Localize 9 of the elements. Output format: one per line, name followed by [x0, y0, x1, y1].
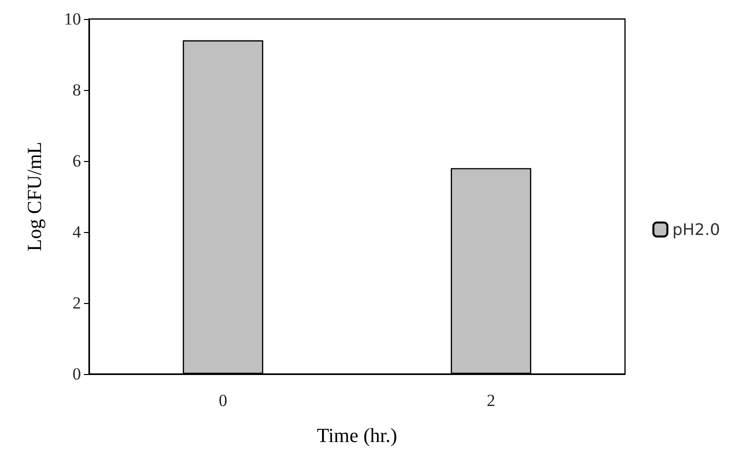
- y-tick-label: 8: [72, 80, 81, 100]
- y-tick-label: 4: [72, 222, 82, 242]
- y-tick-label: 6: [72, 152, 81, 170]
- x-axis-title: Time (hr.): [316, 425, 398, 447]
- y-axis-title: Log CFU/mL: [24, 142, 46, 252]
- y-tick-label: 10: [64, 10, 81, 28]
- legend-label: pH2.0: [672, 220, 720, 239]
- y-tick-label: 2: [72, 294, 81, 312]
- y-tick-label: 0: [72, 364, 81, 384]
